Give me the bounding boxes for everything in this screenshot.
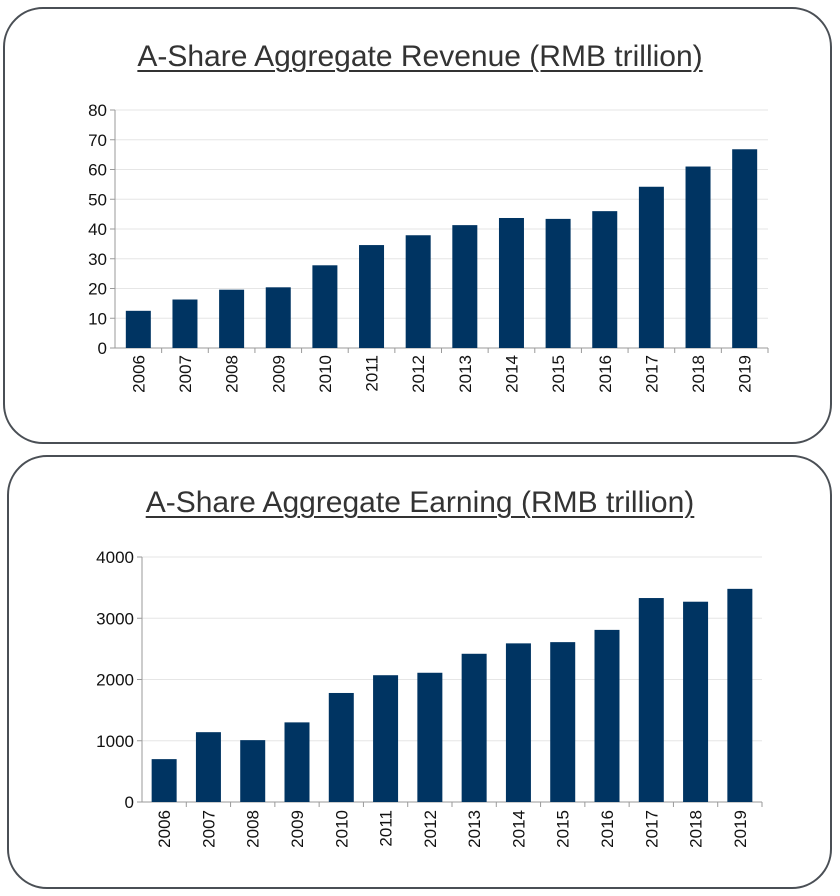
earning-bar-2006 bbox=[151, 759, 177, 802]
revenue-bar-2007 bbox=[172, 299, 198, 348]
earning-x-tick-label: 2011 bbox=[377, 810, 396, 847]
earning-bar-2009 bbox=[284, 722, 310, 802]
earning-x-tick-label: 2012 bbox=[421, 810, 440, 848]
revenue-y-tick-label: 40 bbox=[88, 220, 107, 239]
earning-y-tick-label: 0 bbox=[125, 793, 134, 812]
earning-bar-2010 bbox=[328, 692, 354, 802]
revenue-bar-2011 bbox=[359, 245, 385, 348]
earning-y-tick-label: 2000 bbox=[96, 671, 134, 690]
earning-bar-2011 bbox=[373, 675, 399, 802]
revenue-x-tick-label: 2012 bbox=[409, 355, 428, 393]
revenue-y-tick-label: 30 bbox=[88, 250, 107, 269]
revenue-x-tick-label: 2009 bbox=[269, 355, 288, 393]
revenue-bar-2008 bbox=[219, 289, 245, 348]
revenue-bar-2014 bbox=[498, 217, 524, 348]
earning-y-tick-label: 1000 bbox=[96, 732, 134, 751]
revenue-x-tick-label: 2008 bbox=[223, 355, 242, 393]
earning-x-tick-label: 2006 bbox=[155, 810, 174, 848]
revenue-x-tick-label: 2018 bbox=[689, 355, 708, 393]
revenue-x-tick-label: 2017 bbox=[642, 355, 661, 393]
earning-bar-2007 bbox=[195, 732, 221, 802]
revenue-x-tick-label: 2019 bbox=[736, 355, 755, 393]
revenue-y-tick-label: 0 bbox=[98, 339, 107, 358]
earning-bar-2008 bbox=[240, 740, 266, 802]
revenue-x-tick-label: 2010 bbox=[316, 355, 335, 393]
revenue-x-tick-label: 2006 bbox=[129, 355, 148, 393]
earning-bar-2012 bbox=[417, 672, 443, 802]
earning-x-tick-label: 2008 bbox=[244, 810, 263, 848]
revenue-bar-2018 bbox=[685, 166, 711, 348]
revenue-x-tick-label: 2007 bbox=[176, 355, 195, 393]
revenue-bar-2015 bbox=[545, 218, 571, 348]
earning-x-tick-label: 2009 bbox=[288, 810, 307, 848]
earning-x-tick-label: 2013 bbox=[465, 810, 484, 848]
revenue-bar-2016 bbox=[592, 211, 618, 348]
revenue-y-tick-label: 80 bbox=[88, 101, 107, 120]
revenue-y-tick-label: 20 bbox=[88, 280, 107, 299]
revenue-x-tick-label: 2013 bbox=[456, 355, 475, 393]
earning-chart-title: A-Share Aggregate Earning (RMB trillion) bbox=[145, 486, 695, 519]
earning-bar-2015 bbox=[550, 642, 576, 802]
earning-bar-2014 bbox=[505, 643, 531, 802]
earning-bar-2019 bbox=[727, 588, 753, 802]
revenue-y-tick-label: 50 bbox=[88, 190, 107, 209]
earning-x-tick-label: 2016 bbox=[598, 810, 617, 848]
revenue-bar-2006 bbox=[125, 310, 151, 348]
earning-bar-2017 bbox=[638, 598, 664, 802]
earning-x-tick-label: 2010 bbox=[332, 810, 351, 848]
revenue-y-tick-label: 70 bbox=[88, 131, 107, 150]
revenue-chart-title: A-Share Aggregate Revenue (RMB trillion) bbox=[137, 40, 703, 73]
revenue-bar-2010 bbox=[312, 265, 338, 348]
revenue-bar-2012 bbox=[405, 235, 431, 348]
earning-y-tick-label: 3000 bbox=[96, 609, 134, 628]
earning-y-tick-label: 4000 bbox=[96, 548, 134, 567]
revenue-bar-2013 bbox=[452, 225, 478, 348]
revenue-x-tick-label: 2015 bbox=[549, 355, 568, 393]
earning-bar-2018 bbox=[683, 601, 709, 802]
revenue-y-tick-label: 10 bbox=[88, 309, 107, 328]
earning-x-tick-label: 2015 bbox=[554, 810, 573, 848]
revenue-x-tick-label: 2011 bbox=[363, 355, 382, 392]
revenue-bar-2019 bbox=[732, 149, 758, 348]
earning-bar-2016 bbox=[594, 629, 620, 802]
revenue-x-tick-label: 2016 bbox=[596, 355, 615, 393]
earning-x-tick-label: 2017 bbox=[642, 810, 661, 848]
revenue-x-tick-label: 2014 bbox=[502, 355, 521, 393]
earning-bar-2013 bbox=[461, 653, 487, 802]
earning-x-tick-label: 2014 bbox=[509, 810, 528, 848]
revenue-bar-2017 bbox=[638, 186, 664, 348]
earning-x-tick-label: 2007 bbox=[199, 810, 218, 848]
revenue-bar-2009 bbox=[265, 287, 291, 348]
revenue-y-tick-label: 60 bbox=[88, 161, 107, 180]
earning-x-tick-label: 2018 bbox=[687, 810, 706, 848]
earning-x-tick-label: 2019 bbox=[731, 810, 750, 848]
